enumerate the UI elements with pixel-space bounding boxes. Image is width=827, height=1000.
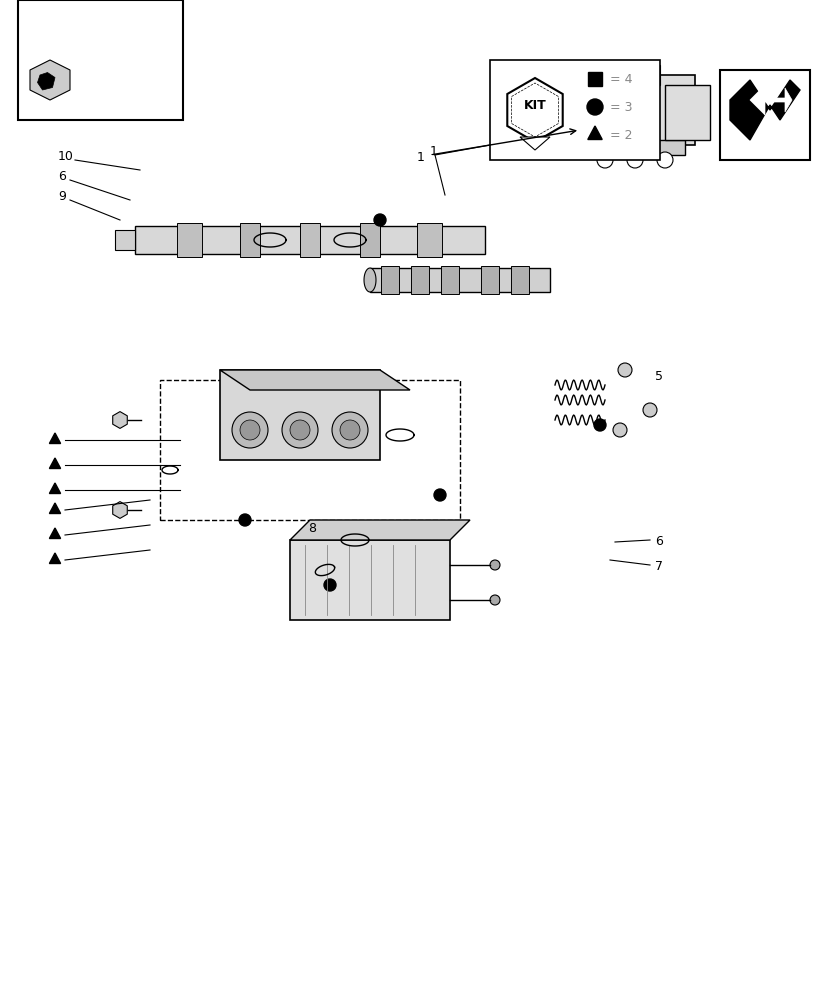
Text: 6: 6: [58, 170, 66, 183]
Text: = 2: = 2: [609, 129, 632, 142]
Polygon shape: [749, 85, 791, 115]
Polygon shape: [364, 268, 375, 292]
Bar: [380, 266, 399, 294]
Polygon shape: [30, 60, 70, 100]
Bar: [240, 223, 260, 257]
Text: = 3: = 3: [609, 101, 632, 114]
Bar: [299, 223, 319, 257]
Polygon shape: [50, 528, 60, 538]
Bar: [370, 268, 549, 292]
Circle shape: [289, 420, 309, 440]
Polygon shape: [507, 78, 562, 142]
Circle shape: [340, 420, 360, 440]
Circle shape: [490, 560, 500, 570]
Circle shape: [643, 403, 656, 417]
Circle shape: [612, 423, 626, 437]
Circle shape: [626, 152, 643, 168]
Circle shape: [593, 419, 605, 431]
Polygon shape: [112, 502, 127, 518]
Text: = 4: = 4: [609, 73, 632, 86]
Polygon shape: [587, 126, 601, 140]
Circle shape: [656, 152, 672, 168]
Circle shape: [323, 579, 336, 591]
Polygon shape: [50, 458, 60, 468]
Circle shape: [586, 99, 602, 115]
Bar: [664, 85, 709, 140]
Circle shape: [490, 595, 500, 605]
Circle shape: [433, 489, 446, 501]
Circle shape: [332, 412, 367, 448]
Polygon shape: [220, 370, 380, 460]
Text: 5: 5: [654, 370, 662, 383]
Polygon shape: [519, 137, 549, 150]
Bar: [177, 223, 203, 257]
Bar: [587, 72, 601, 86]
Polygon shape: [50, 483, 60, 493]
Text: 6: 6: [654, 535, 662, 548]
Polygon shape: [220, 370, 409, 390]
Bar: [510, 266, 528, 294]
Circle shape: [232, 412, 268, 448]
Bar: [585, 140, 684, 155]
Circle shape: [282, 412, 318, 448]
Polygon shape: [112, 412, 127, 428]
Bar: [574, 75, 694, 145]
Polygon shape: [160, 380, 460, 520]
Bar: [480, 266, 499, 294]
Text: 1: 1: [417, 151, 424, 164]
Bar: [289, 540, 449, 620]
Text: 7: 7: [654, 560, 662, 573]
Polygon shape: [50, 553, 60, 564]
Circle shape: [617, 363, 631, 377]
Bar: [410, 266, 428, 294]
Circle shape: [239, 514, 251, 526]
Text: 8: 8: [308, 522, 316, 535]
Circle shape: [240, 420, 260, 440]
Text: KIT: KIT: [523, 99, 546, 112]
Polygon shape: [37, 73, 55, 90]
Circle shape: [374, 214, 385, 226]
Bar: [135, 226, 485, 254]
Bar: [115, 230, 135, 250]
Bar: [609, 65, 659, 85]
Bar: [490, 60, 659, 160]
Bar: [719, 70, 809, 160]
Polygon shape: [289, 520, 470, 540]
Polygon shape: [50, 433, 60, 444]
Polygon shape: [50, 503, 60, 514]
Bar: [18, 0, 183, 120]
Polygon shape: [729, 80, 799, 140]
Text: 9: 9: [58, 190, 66, 203]
Text: 10: 10: [58, 150, 74, 163]
Bar: [441, 266, 458, 294]
Bar: [417, 223, 442, 257]
Circle shape: [596, 152, 612, 168]
Bar: [360, 223, 380, 257]
Text: 1: 1: [429, 145, 437, 158]
